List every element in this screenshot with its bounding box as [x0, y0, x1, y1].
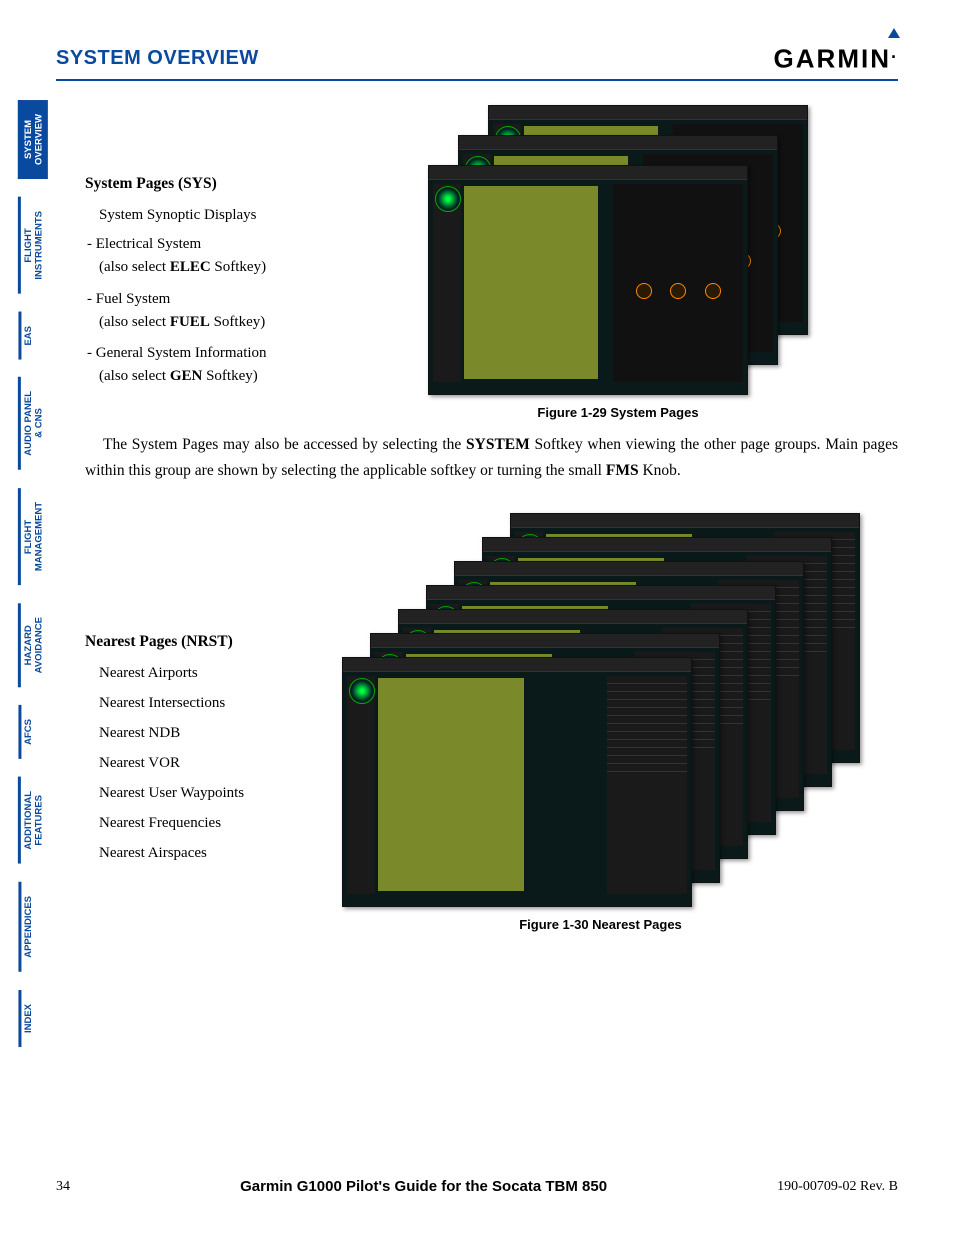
sys-item-1: - Electrical System (also select ELEC So… [85, 233, 320, 280]
tab-index[interactable]: INDEX [18, 990, 37, 1047]
page-number: 34 [56, 1179, 70, 1195]
fig2-caption: Figure 1-30 Nearest Pages [303, 917, 898, 932]
nrst-heading: Nearest Pages (NRST) [85, 633, 285, 651]
sys-item-2: - Fuel System (also select FUEL Softkey) [85, 288, 320, 335]
nrst-item-2: Nearest NDB [85, 721, 285, 745]
page-footer: 34 Garmin G1000 Pilot's Guide for the So… [56, 1178, 898, 1195]
nearest-pages-block: Nearest Pages (NRST) Nearest Airports Ne… [85, 513, 898, 932]
fig2-col: Figure 1-30 Nearest Pages [303, 513, 898, 932]
doc-id: 190-00709-02 Rev. B [777, 1179, 898, 1195]
nrst-item-5: Nearest Frequencies [85, 811, 285, 835]
nrst-item-4: Nearest User Waypoints [85, 781, 285, 805]
nrst-item-3: Nearest VOR [85, 751, 285, 775]
tab-hazard-avoidance[interactable]: HAZARD AVOIDANCE [18, 603, 48, 687]
fig1-caption: Figure 1-29 System Pages [338, 405, 898, 420]
screenshot-panel [428, 165, 748, 395]
system-pages-block: System Pages (SYS) System Synoptic Displ… [85, 105, 898, 420]
content: System Pages (SYS) System Synoptic Displ… [85, 105, 898, 942]
nrst-item-6: Nearest Airspaces [85, 841, 285, 865]
tab-flight-instruments[interactable]: FLIGHT INSTRUMENTS [18, 197, 48, 294]
body-paragraph: The System Pages may also be accessed by… [85, 432, 898, 485]
sys-intro: System Synoptic Displays [85, 203, 320, 227]
nrst-item-1: Nearest Intersections [85, 691, 285, 715]
tab-additional-features[interactable]: ADDITIONAL FEATURES [18, 777, 48, 864]
screenshot-panel [342, 657, 692, 907]
tab-afcs[interactable]: AFCS [18, 705, 37, 759]
figure-1-30 [342, 513, 860, 907]
sys-heading: System Pages (SYS) [85, 175, 320, 193]
fig1-col: Figure 1-29 System Pages [338, 105, 898, 420]
tab-flight-management[interactable]: FLIGHT MANAGEMENT [18, 488, 48, 585]
footer-title: Garmin G1000 Pilot's Guide for the Socat… [240, 1178, 607, 1195]
sys-item-3: - General System Information (also selec… [85, 342, 320, 389]
nrst-text: Nearest Pages (NRST) Nearest Airports Ne… [85, 513, 285, 871]
tab-eas[interactable]: EAS [18, 312, 37, 360]
section-title: SYSTEM OVERVIEW [56, 47, 259, 70]
tab-audio-panel[interactable]: AUDIO PANEL & CNS [18, 377, 48, 470]
side-tabs: SYSTEM OVERVIEW FLIGHT INSTRUMENTS EAS A… [18, 100, 44, 1065]
page-header: SYSTEM OVERVIEW GARMIN. [56, 42, 898, 81]
tab-appendices[interactable]: APPENDICES [18, 882, 37, 972]
figure-1-29 [428, 105, 808, 395]
garmin-logo: GARMIN. [774, 42, 898, 75]
tab-system-overview[interactable]: SYSTEM OVERVIEW [18, 100, 48, 179]
sys-text: System Pages (SYS) System Synoptic Displ… [85, 105, 320, 397]
nrst-item-0: Nearest Airports [85, 661, 285, 685]
